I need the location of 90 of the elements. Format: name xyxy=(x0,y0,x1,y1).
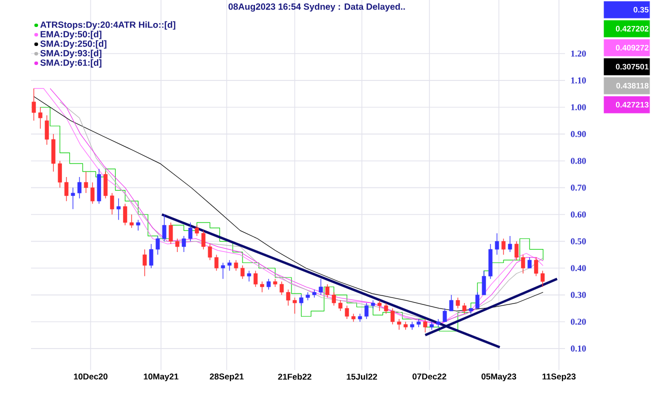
legend-label: SMA:Dy:250:[d] xyxy=(40,40,106,49)
y-tick-label: 0.60 xyxy=(570,211,586,218)
y-tick-label: 1.00 xyxy=(571,104,586,110)
candlestick xyxy=(384,302,388,314)
x-tick-label: 11Sep23 xyxy=(542,374,576,382)
candlestick xyxy=(188,222,192,242)
y-tick-label: 1.20 xyxy=(571,50,586,57)
candlestick xyxy=(110,192,114,215)
candlestick xyxy=(123,203,128,226)
candlestick xyxy=(423,318,428,333)
candlestick xyxy=(521,254,526,274)
candlestick xyxy=(116,198,121,220)
candlestick xyxy=(58,160,62,188)
candlestick xyxy=(130,214,134,228)
candlestick xyxy=(475,292,480,309)
candlestick xyxy=(240,265,245,280)
candlestick xyxy=(104,171,108,199)
legend-label: ATRStops:Dy:20:4ATR HiLo::[d] xyxy=(40,21,176,30)
candlestick xyxy=(90,182,95,204)
y-tick-label: 0.70 xyxy=(570,184,586,191)
candlestick xyxy=(364,302,369,320)
x-tick-label: 07Dec22 xyxy=(412,374,446,380)
candlestick xyxy=(84,171,88,194)
y-tick-label: 0.50 xyxy=(570,238,586,244)
candlestick xyxy=(378,300,382,312)
candlestick xyxy=(142,249,147,277)
x-tick-label: 28Sep21 xyxy=(210,374,244,382)
candlestick xyxy=(462,302,466,314)
candlestick xyxy=(64,176,68,202)
legend-label: SMA:Dy:93:[d] xyxy=(40,50,102,58)
legend-label: SMA:Dy:61:[d] xyxy=(40,59,102,68)
candlestick xyxy=(201,230,206,250)
candlestick xyxy=(449,294,454,312)
candlestick xyxy=(77,176,82,199)
candlestick xyxy=(501,238,506,256)
candlestick xyxy=(292,297,297,314)
candlestick xyxy=(514,240,519,260)
candlestick xyxy=(508,236,512,252)
candlestick xyxy=(149,244,154,268)
x-tick-label: 10May21 xyxy=(144,374,178,382)
candlestick xyxy=(220,262,225,280)
candlestick xyxy=(182,236,186,252)
candlestick xyxy=(254,270,258,288)
candlestick xyxy=(234,260,238,272)
candlestick xyxy=(338,300,342,312)
candlestick xyxy=(70,187,75,210)
candlestick xyxy=(318,278,323,296)
y-tick-label: 0.10 xyxy=(570,346,586,352)
x-tick-label: 05May23 xyxy=(482,374,516,382)
candlestick xyxy=(194,224,199,236)
legend-label: EMA:Dy:50:[d] xyxy=(40,30,102,40)
y-tick-label: 0.30 xyxy=(570,292,586,298)
candlestick xyxy=(528,257,532,268)
candlestick xyxy=(344,305,349,320)
candlestick xyxy=(156,236,160,256)
y-tick-label: 0.40 xyxy=(570,265,586,272)
candlestick xyxy=(32,88,36,121)
y-tick-label: 0.20 xyxy=(570,318,586,325)
candlestick xyxy=(38,106,42,130)
candlestick xyxy=(442,308,447,322)
candlestick xyxy=(247,270,252,282)
candlestick xyxy=(162,214,166,242)
candlestick xyxy=(280,281,284,296)
annotation: 08Aug2023 16:54 Sydney : Data Delayed.. xyxy=(228,3,405,12)
candlestick xyxy=(397,318,402,330)
candlestick xyxy=(266,278,271,290)
y-tick-label: 0.90 xyxy=(570,131,586,138)
candlestick xyxy=(534,257,538,277)
candlestick xyxy=(208,244,212,260)
candlestick xyxy=(325,284,330,298)
candlestick xyxy=(168,222,173,244)
candlestick xyxy=(482,270,486,296)
candlestick xyxy=(456,297,460,309)
candlestick xyxy=(332,292,336,306)
candlestick xyxy=(540,270,545,288)
candlestick xyxy=(214,254,218,272)
candlestick xyxy=(494,232,499,256)
candlestick xyxy=(44,114,49,146)
y-tick-label: 1.10 xyxy=(571,77,586,84)
y-tick-label: 0.80 xyxy=(570,158,586,164)
candlestick xyxy=(175,238,180,252)
candlestick xyxy=(227,260,232,272)
candlestick xyxy=(136,220,140,231)
x-tick-label: 10Dec20 xyxy=(74,374,108,380)
x-tick-label: 15Jul22 xyxy=(346,374,378,380)
candlestick xyxy=(390,308,395,325)
candlestick xyxy=(299,294,304,306)
candlestick xyxy=(260,281,264,293)
candlestick xyxy=(286,289,290,306)
x-tick-label: 21Feb22 xyxy=(278,374,312,380)
